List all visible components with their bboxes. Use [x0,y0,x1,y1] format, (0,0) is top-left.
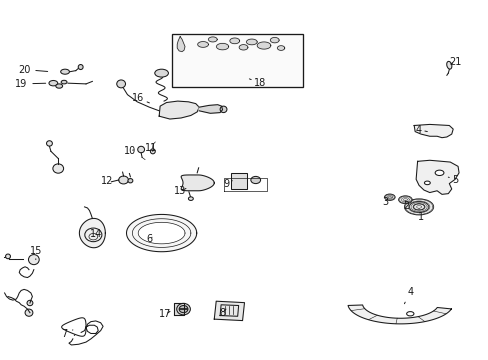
Polygon shape [413,125,452,138]
Text: 10: 10 [123,145,136,156]
Ellipse shape [138,146,144,153]
Text: 4: 4 [404,287,412,304]
Polygon shape [277,46,284,50]
Polygon shape [347,305,450,324]
Ellipse shape [27,300,33,306]
Text: 9: 9 [223,179,232,189]
Ellipse shape [46,141,52,146]
Ellipse shape [117,80,125,88]
Ellipse shape [220,106,226,113]
Ellipse shape [61,80,67,84]
Text: 6: 6 [146,234,152,244]
Text: 7: 7 [61,329,73,339]
Text: 21: 21 [448,57,460,67]
Polygon shape [216,43,228,50]
Ellipse shape [49,81,58,86]
Ellipse shape [404,199,433,215]
Polygon shape [181,175,214,191]
Ellipse shape [188,197,193,201]
Ellipse shape [424,181,429,185]
Ellipse shape [25,309,33,316]
Polygon shape [138,222,184,244]
Polygon shape [208,37,217,42]
Polygon shape [270,37,279,43]
Polygon shape [246,39,257,45]
Text: 18: 18 [249,78,265,88]
Text: 5: 5 [447,175,457,185]
Ellipse shape [28,255,39,265]
Ellipse shape [61,69,69,74]
Polygon shape [79,219,105,248]
Ellipse shape [119,176,128,184]
Ellipse shape [53,164,63,173]
Ellipse shape [434,170,443,176]
Bar [230,173,246,189]
Text: 17: 17 [159,310,171,319]
Text: 3: 3 [381,197,387,207]
Text: 15: 15 [30,246,42,260]
Polygon shape [199,105,222,113]
Ellipse shape [150,149,155,154]
Polygon shape [159,101,199,119]
Ellipse shape [56,84,62,88]
Polygon shape [126,215,196,252]
Ellipse shape [446,62,451,69]
Text: 1: 1 [417,209,423,221]
Text: 2: 2 [403,201,408,211]
Text: 12: 12 [101,176,119,186]
Text: 20: 20 [18,64,47,75]
Text: 16: 16 [132,93,149,103]
Polygon shape [173,303,183,315]
Text: 19: 19 [15,79,45,89]
Text: 8: 8 [219,309,225,318]
Ellipse shape [398,196,411,204]
Text: 14: 14 [89,229,102,239]
Ellipse shape [179,306,187,313]
Ellipse shape [250,176,260,184]
Polygon shape [214,301,244,320]
Ellipse shape [128,179,133,183]
Polygon shape [239,45,247,50]
Ellipse shape [78,64,83,69]
Text: 13: 13 [174,186,186,197]
Polygon shape [229,38,239,44]
Ellipse shape [176,303,190,315]
Text: 11: 11 [144,143,157,153]
Text: 4: 4 [415,125,427,135]
Ellipse shape [406,312,413,316]
Ellipse shape [155,69,168,77]
Polygon shape [257,42,270,49]
Ellipse shape [384,194,394,201]
Polygon shape [415,160,458,194]
Ellipse shape [5,254,10,259]
Bar [172,34,303,87]
Polygon shape [197,42,208,47]
Polygon shape [177,37,184,51]
